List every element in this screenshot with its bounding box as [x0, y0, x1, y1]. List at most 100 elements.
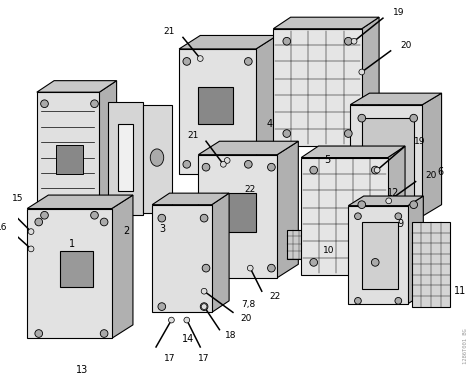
- Circle shape: [247, 265, 253, 271]
- Circle shape: [183, 160, 191, 168]
- Circle shape: [158, 214, 165, 222]
- Text: 19: 19: [414, 137, 425, 146]
- Circle shape: [395, 213, 401, 220]
- Text: 22: 22: [270, 292, 281, 301]
- Circle shape: [197, 56, 203, 61]
- Circle shape: [310, 258, 318, 266]
- Polygon shape: [350, 93, 442, 105]
- Circle shape: [386, 198, 392, 204]
- Polygon shape: [350, 105, 422, 216]
- Text: 21: 21: [164, 27, 175, 36]
- Circle shape: [200, 303, 208, 310]
- Text: 9: 9: [397, 219, 403, 229]
- Polygon shape: [143, 105, 173, 213]
- Circle shape: [100, 329, 108, 337]
- Circle shape: [91, 211, 98, 219]
- Polygon shape: [37, 81, 117, 92]
- Polygon shape: [152, 205, 212, 312]
- Circle shape: [267, 264, 275, 272]
- Polygon shape: [422, 93, 442, 216]
- Polygon shape: [27, 195, 133, 209]
- Circle shape: [245, 160, 252, 168]
- Polygon shape: [273, 29, 362, 146]
- Circle shape: [41, 100, 48, 108]
- Polygon shape: [362, 17, 379, 146]
- Circle shape: [35, 329, 43, 337]
- Text: 11: 11: [454, 286, 466, 296]
- Polygon shape: [212, 193, 229, 312]
- Circle shape: [410, 114, 418, 122]
- Circle shape: [359, 69, 365, 75]
- Circle shape: [395, 297, 401, 304]
- Polygon shape: [277, 141, 298, 278]
- Circle shape: [41, 211, 48, 219]
- Polygon shape: [348, 196, 423, 206]
- Text: 13: 13: [76, 365, 88, 374]
- Circle shape: [202, 264, 210, 272]
- Polygon shape: [408, 196, 423, 304]
- Text: 6: 6: [438, 167, 444, 177]
- Circle shape: [283, 130, 291, 137]
- Polygon shape: [37, 92, 99, 217]
- Polygon shape: [301, 146, 405, 157]
- Text: 18: 18: [225, 331, 237, 340]
- Bar: [221, 193, 256, 232]
- Text: 16: 16: [0, 223, 8, 232]
- Text: 19: 19: [392, 8, 404, 17]
- Bar: [198, 88, 233, 124]
- Circle shape: [358, 201, 365, 209]
- Polygon shape: [273, 17, 379, 29]
- Circle shape: [374, 167, 380, 173]
- Polygon shape: [179, 49, 256, 174]
- Circle shape: [351, 39, 357, 44]
- Polygon shape: [198, 155, 277, 278]
- Text: 17: 17: [164, 354, 175, 363]
- Circle shape: [345, 37, 352, 45]
- Circle shape: [410, 201, 418, 209]
- Circle shape: [28, 246, 34, 252]
- Text: 14: 14: [182, 334, 194, 344]
- Text: 2: 2: [123, 226, 129, 236]
- Text: 12: 12: [387, 188, 400, 198]
- Polygon shape: [108, 102, 143, 215]
- Bar: [287, 230, 319, 258]
- Polygon shape: [348, 206, 408, 304]
- Polygon shape: [152, 193, 229, 205]
- Bar: [412, 222, 450, 307]
- Text: 10: 10: [323, 246, 335, 255]
- Circle shape: [201, 288, 207, 294]
- Polygon shape: [179, 36, 277, 49]
- Polygon shape: [99, 81, 117, 217]
- Circle shape: [245, 58, 252, 65]
- Circle shape: [355, 213, 361, 220]
- Circle shape: [372, 258, 379, 266]
- Polygon shape: [118, 124, 133, 191]
- Circle shape: [35, 218, 43, 226]
- Text: 3: 3: [160, 224, 166, 234]
- Ellipse shape: [150, 149, 164, 166]
- Polygon shape: [301, 157, 388, 275]
- Text: 20: 20: [241, 314, 252, 323]
- Circle shape: [345, 130, 352, 137]
- Polygon shape: [256, 36, 277, 174]
- Text: 15: 15: [12, 194, 23, 203]
- Bar: [60, 251, 92, 287]
- Polygon shape: [112, 195, 133, 338]
- Text: 20: 20: [401, 41, 412, 50]
- Text: 17: 17: [198, 354, 210, 363]
- Circle shape: [184, 317, 190, 323]
- Circle shape: [220, 162, 226, 167]
- Bar: [362, 222, 398, 289]
- Circle shape: [200, 214, 208, 222]
- Circle shape: [358, 114, 365, 122]
- Circle shape: [100, 218, 108, 226]
- Text: 22: 22: [245, 185, 256, 194]
- Circle shape: [224, 157, 230, 163]
- Circle shape: [201, 304, 207, 309]
- Polygon shape: [198, 141, 298, 155]
- Circle shape: [283, 37, 291, 45]
- Polygon shape: [388, 146, 405, 275]
- Circle shape: [267, 163, 275, 171]
- Text: 20: 20: [425, 171, 437, 180]
- Polygon shape: [27, 209, 112, 338]
